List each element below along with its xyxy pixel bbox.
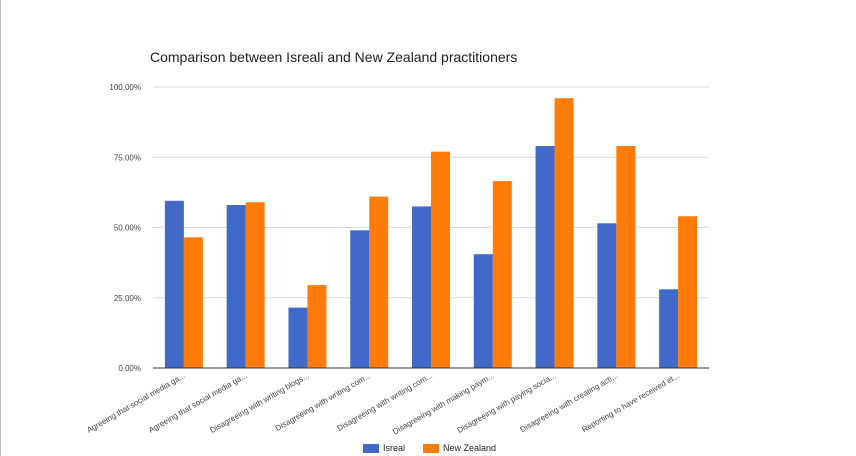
window-left-edge <box>0 0 1 456</box>
x-category-label: Reporting to have received et... <box>580 371 681 434</box>
bar-new-zealand <box>492 181 512 368</box>
bar-new-zealand <box>369 196 389 368</box>
bars <box>164 98 698 369</box>
x-category-label: Agreeing that social media ga... <box>147 371 249 435</box>
bar-isreal <box>412 206 431 368</box>
y-tick-label: 75.00% <box>114 153 141 162</box>
legend: Isreal New Zealand <box>363 443 508 453</box>
x-axis-category-labels: Agreeing that social media ga...Agreeing… <box>85 371 681 437</box>
bar-isreal <box>350 230 370 368</box>
x-category-label: Disagreeing with paying socia... <box>456 371 558 435</box>
legend-item-new-zealand: New Zealand <box>423 443 496 453</box>
chart-title: Comparison between Isreali and New Zeala… <box>150 49 518 65</box>
bar-isreal <box>164 200 184 368</box>
bar-new-zealand <box>183 237 203 368</box>
y-axis-tick-labels: 0.00% 25.00% 50.00% 75.00% 100.00% <box>109 83 141 373</box>
bar-new-zealand <box>554 98 574 369</box>
x-category-label: Disagreeing with writing blogs... <box>209 371 311 435</box>
legend-label-isreal: Isreal <box>383 443 406 453</box>
bar-new-zealand <box>307 285 327 368</box>
bar-new-zealand <box>678 216 698 368</box>
y-tick-label: 100.00% <box>109 83 141 92</box>
y-tick-label: 0.00% <box>118 364 141 373</box>
bar-new-zealand <box>431 151 450 368</box>
bar-isreal <box>535 146 555 368</box>
y-tick-label: 25.00% <box>114 294 141 303</box>
bar-new-zealand <box>245 202 265 368</box>
y-tick-label: 50.00% <box>114 224 141 233</box>
legend-item-isreal: Isreal <box>363 443 405 453</box>
x-category-label: Disagreeing with creating acti... <box>519 371 620 434</box>
bar-isreal <box>597 223 617 368</box>
x-category-label: Agreeing that social media ga... <box>85 371 187 435</box>
legend-swatch-new-zealand <box>423 443 440 453</box>
bar-isreal <box>659 289 679 368</box>
x-category-label: Disagreeing with making paym... <box>391 371 496 437</box>
bar-isreal <box>288 307 308 368</box>
bar-isreal <box>226 205 246 368</box>
legend-label-new-zealand: New Zealand <box>443 443 497 453</box>
bar-new-zealand <box>616 146 636 368</box>
legend-swatch-isreal <box>363 443 379 453</box>
bar-isreal <box>473 254 493 368</box>
